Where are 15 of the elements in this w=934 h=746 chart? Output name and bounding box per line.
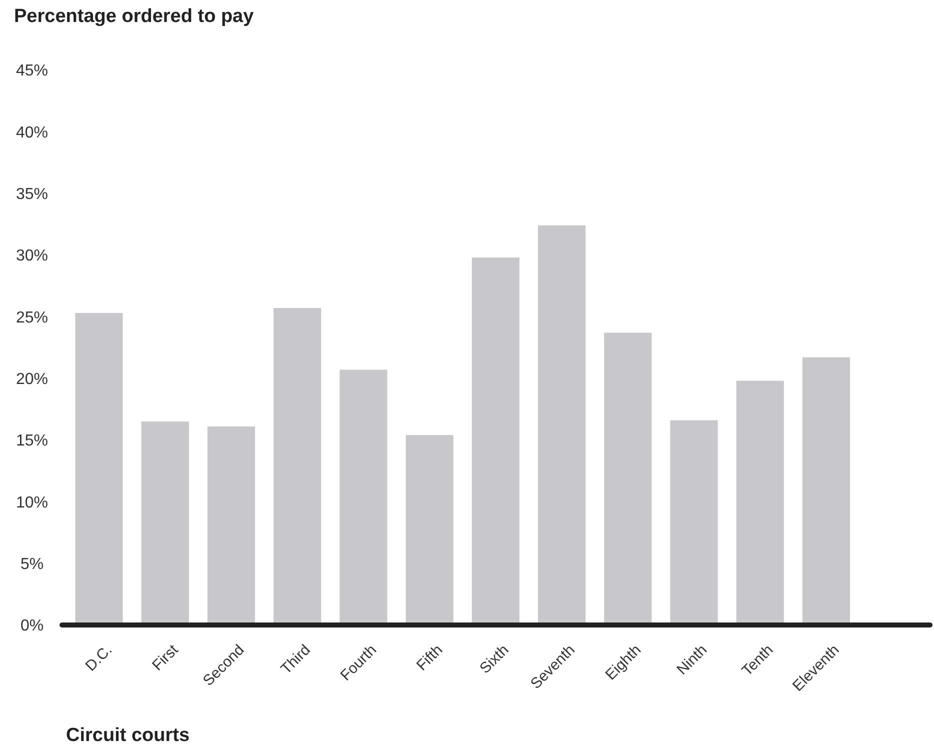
y-tick-label: 0% bbox=[20, 618, 44, 635]
y-tick-label: 15% bbox=[16, 432, 48, 450]
y-tick-label: 45% bbox=[16, 62, 48, 80]
y-tick-label: 10% bbox=[16, 494, 48, 512]
x-tick-label: D.C. bbox=[82, 642, 116, 675]
x-tick-label: Fifth bbox=[413, 642, 446, 674]
y-tick-label: 20% bbox=[16, 370, 48, 388]
x-tick-label: First bbox=[149, 640, 182, 674]
y-tick-label: 30% bbox=[16, 248, 48, 265]
x-axis-title: Circuit courts bbox=[66, 725, 190, 746]
y-tick-label: 35% bbox=[16, 186, 48, 203]
y-tick-label: 25% bbox=[16, 309, 48, 326]
y-tick-label: 5% bbox=[20, 556, 44, 573]
y-axis-title: Percentage ordered to pay bbox=[14, 6, 254, 27]
y-tick-label: 40% bbox=[16, 124, 48, 142]
